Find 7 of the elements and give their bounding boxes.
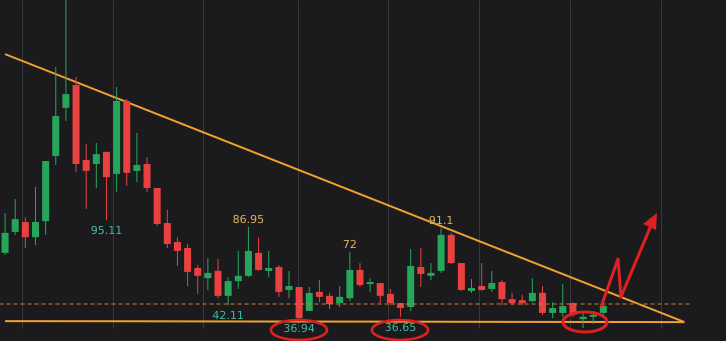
annotation: 86.95 [232, 212, 264, 226]
annotation: 36.94 [283, 322, 315, 336]
annotation: 42.11 [212, 309, 244, 322]
annotation: 91.1 [428, 214, 454, 227]
annotation: 72 [342, 238, 357, 251]
annotation: 95.11 [90, 224, 122, 238]
annotation: 36.65 [384, 320, 416, 334]
